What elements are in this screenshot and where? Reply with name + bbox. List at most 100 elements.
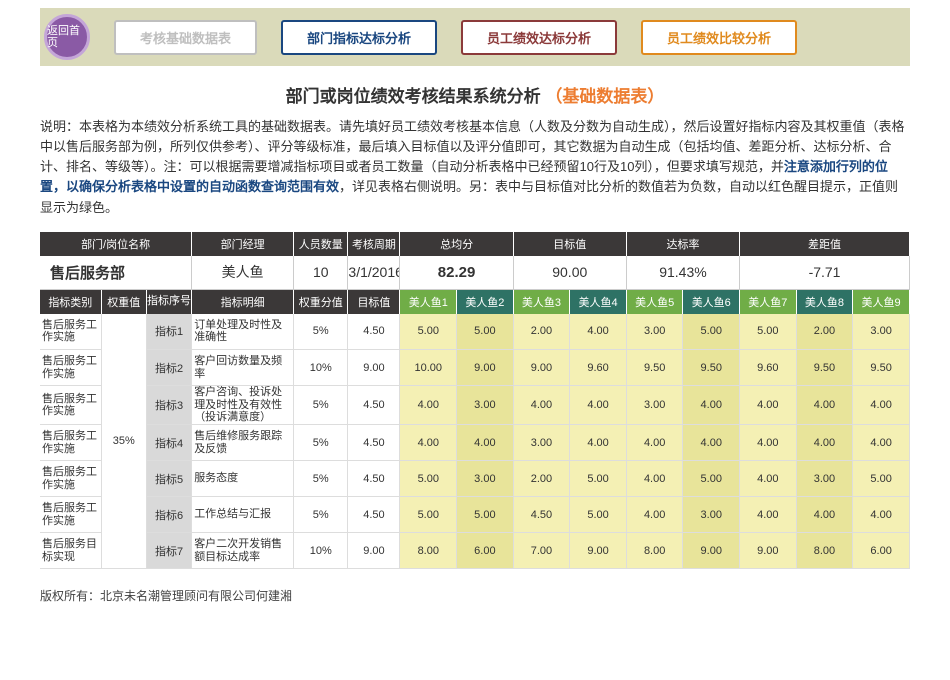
cell-index: 指标3 xyxy=(146,386,191,425)
h3-emp-4: 美人鱼5 xyxy=(626,290,683,314)
h3-idx: 指标序号 xyxy=(146,290,191,314)
cell-value: 3.00 xyxy=(457,386,514,425)
cell-value: 4.00 xyxy=(683,386,740,425)
cell-value: 9.50 xyxy=(683,350,740,386)
cell-value: 9.00 xyxy=(683,533,740,569)
v-target: 90.00 xyxy=(513,256,626,290)
cell-target: 4.50 xyxy=(348,461,400,497)
cell-value: 4.00 xyxy=(853,386,910,425)
cell-value: 5.00 xyxy=(400,461,457,497)
v-mgr: 美人鱼 xyxy=(192,256,294,290)
cell-value: 4.00 xyxy=(740,425,797,461)
btn-emp-compare[interactable]: 员工绩效比较分析 xyxy=(641,20,797,55)
cell-value: 9.60 xyxy=(570,350,627,386)
cell-value: 4.00 xyxy=(400,425,457,461)
cell-weight: 10% xyxy=(294,533,348,569)
cell-value: 6.00 xyxy=(853,533,910,569)
cell-weight-block: 35% xyxy=(101,314,146,569)
cell-value: 4.00 xyxy=(796,497,853,533)
v-count: 10 xyxy=(294,256,348,290)
cell-value: 8.00 xyxy=(626,533,683,569)
table-row: 售后服务工作实施指标3客户咨询、投诉处理及时性及有效性（投诉满意度）5%4.50… xyxy=(40,386,910,425)
table-row: 售后服务工作实施指标5服务态度5%4.505.003.002.005.004.0… xyxy=(40,461,910,497)
cell-value: 3.00 xyxy=(853,314,910,350)
cell-target: 4.50 xyxy=(348,386,400,425)
cell-category: 售后服务工作实施 xyxy=(40,425,101,461)
cell-value: 4.00 xyxy=(683,425,740,461)
cell-value: 8.00 xyxy=(400,533,457,569)
cell-value: 5.00 xyxy=(400,497,457,533)
cell-value: 5.00 xyxy=(740,314,797,350)
cell-value: 2.00 xyxy=(513,314,570,350)
cell-value: 8.00 xyxy=(796,533,853,569)
v-avg: 82.29 xyxy=(400,256,513,290)
cell-value: 4.00 xyxy=(796,425,853,461)
cell-target: 4.50 xyxy=(348,497,400,533)
cell-value: 7.00 xyxy=(513,533,570,569)
table-row: 售后服务工作实施指标2客户回访数量及频率10%9.0010.009.009.00… xyxy=(40,350,910,386)
desc-head: 说明：本表格为本绩效分析系统工具的基础数据表。请先填好员工绩效考核基本信息（人数… xyxy=(40,119,905,174)
h1-period: 考核周期 xyxy=(348,232,400,256)
cell-value: 9.00 xyxy=(570,533,627,569)
toolbar: 返回首页 考核基础数据表 部门指标达标分析 员工绩效达标分析 员工绩效比较分析 xyxy=(40,8,910,66)
cell-value: 9.00 xyxy=(513,350,570,386)
cell-category: 售后服务工作实施 xyxy=(40,314,101,350)
cell-value: 10.00 xyxy=(400,350,457,386)
cell-value: 4.00 xyxy=(853,425,910,461)
h1-rate: 达标率 xyxy=(626,232,739,256)
cell-value: 5.00 xyxy=(457,314,514,350)
cell-weight: 5% xyxy=(294,386,348,425)
cell-index: 指标6 xyxy=(146,497,191,533)
cell-value: 4.00 xyxy=(796,386,853,425)
h3-detail: 指标明细 xyxy=(192,290,294,314)
cell-value: 3.00 xyxy=(513,425,570,461)
h3-target: 目标值 xyxy=(348,290,400,314)
cell-detail: 售后维修服务跟踪及反馈 xyxy=(192,425,294,461)
cell-index: 指标7 xyxy=(146,533,191,569)
cell-value: 4.00 xyxy=(853,497,910,533)
cell-value: 5.00 xyxy=(570,497,627,533)
cell-value: 9.60 xyxy=(740,350,797,386)
h3-emp-3: 美人鱼4 xyxy=(570,290,627,314)
cell-detail: 订单处理及时性及准确性 xyxy=(192,314,294,350)
title-main: 部门或岗位绩效考核结果系统分析 xyxy=(286,87,541,106)
cell-value: 4.00 xyxy=(626,461,683,497)
table-row: 售后服务工作实施指标6工作总结与汇报5%4.505.005.004.505.00… xyxy=(40,497,910,533)
cell-target: 4.50 xyxy=(348,314,400,350)
btn-emp-target[interactable]: 员工绩效达标分析 xyxy=(461,20,617,55)
h3-emp-5: 美人鱼6 xyxy=(683,290,740,314)
cell-target: 9.00 xyxy=(348,533,400,569)
btn-base-data[interactable]: 考核基础数据表 xyxy=(114,20,257,55)
cell-value: 5.00 xyxy=(853,461,910,497)
table-row: 售后服务目标实现指标7客户二次开发销售额目标达成率10%9.008.006.00… xyxy=(40,533,910,569)
cell-value: 3.00 xyxy=(796,461,853,497)
cell-value: 5.00 xyxy=(683,314,740,350)
v-rate: 91.43% xyxy=(626,256,739,290)
cell-value: 3.00 xyxy=(626,314,683,350)
page-title: 部门或岗位绩效考核结果系统分析 （基础数据表） xyxy=(0,82,950,107)
data-table-wrap: 部门/岗位名称 部门经理 人员数量 考核周期 总均分 目标值 达标率 差距值 售… xyxy=(40,232,910,569)
btn-dept-analysis[interactable]: 部门指标达标分析 xyxy=(281,20,437,55)
cell-detail: 客户咨询、投诉处理及时性及有效性（投诉满意度） xyxy=(192,386,294,425)
cell-category: 售后服务工作实施 xyxy=(40,350,101,386)
cell-weight: 5% xyxy=(294,461,348,497)
cell-value: 2.00 xyxy=(796,314,853,350)
cell-value: 4.00 xyxy=(457,425,514,461)
cell-weight: 5% xyxy=(294,425,348,461)
cell-value: 5.00 xyxy=(400,314,457,350)
cell-value: 4.00 xyxy=(570,314,627,350)
h1-count: 人员数量 xyxy=(294,232,348,256)
summary-value-row: 售后服务部 美人鱼 10 3/1/2016 82.29 90.00 91.43%… xyxy=(40,256,910,290)
home-button[interactable]: 返回首页 xyxy=(44,14,90,60)
h3-emp-1: 美人鱼2 xyxy=(457,290,514,314)
h1-dept: 部门/岗位名称 xyxy=(40,232,192,256)
h3-emp-0: 美人鱼1 xyxy=(400,290,457,314)
cell-value: 3.00 xyxy=(683,497,740,533)
table-row: 售后服务工作实施指标4售后维修服务跟踪及反馈5%4.504.004.003.00… xyxy=(40,425,910,461)
h1-target: 目标值 xyxy=(513,232,626,256)
cell-detail: 客户二次开发销售额目标达成率 xyxy=(192,533,294,569)
v-period: 3/1/2016 xyxy=(348,256,400,290)
h3-weight: 权重值 xyxy=(101,290,146,314)
cell-value: 3.00 xyxy=(457,461,514,497)
cell-category: 售后服务工作实施 xyxy=(40,461,101,497)
